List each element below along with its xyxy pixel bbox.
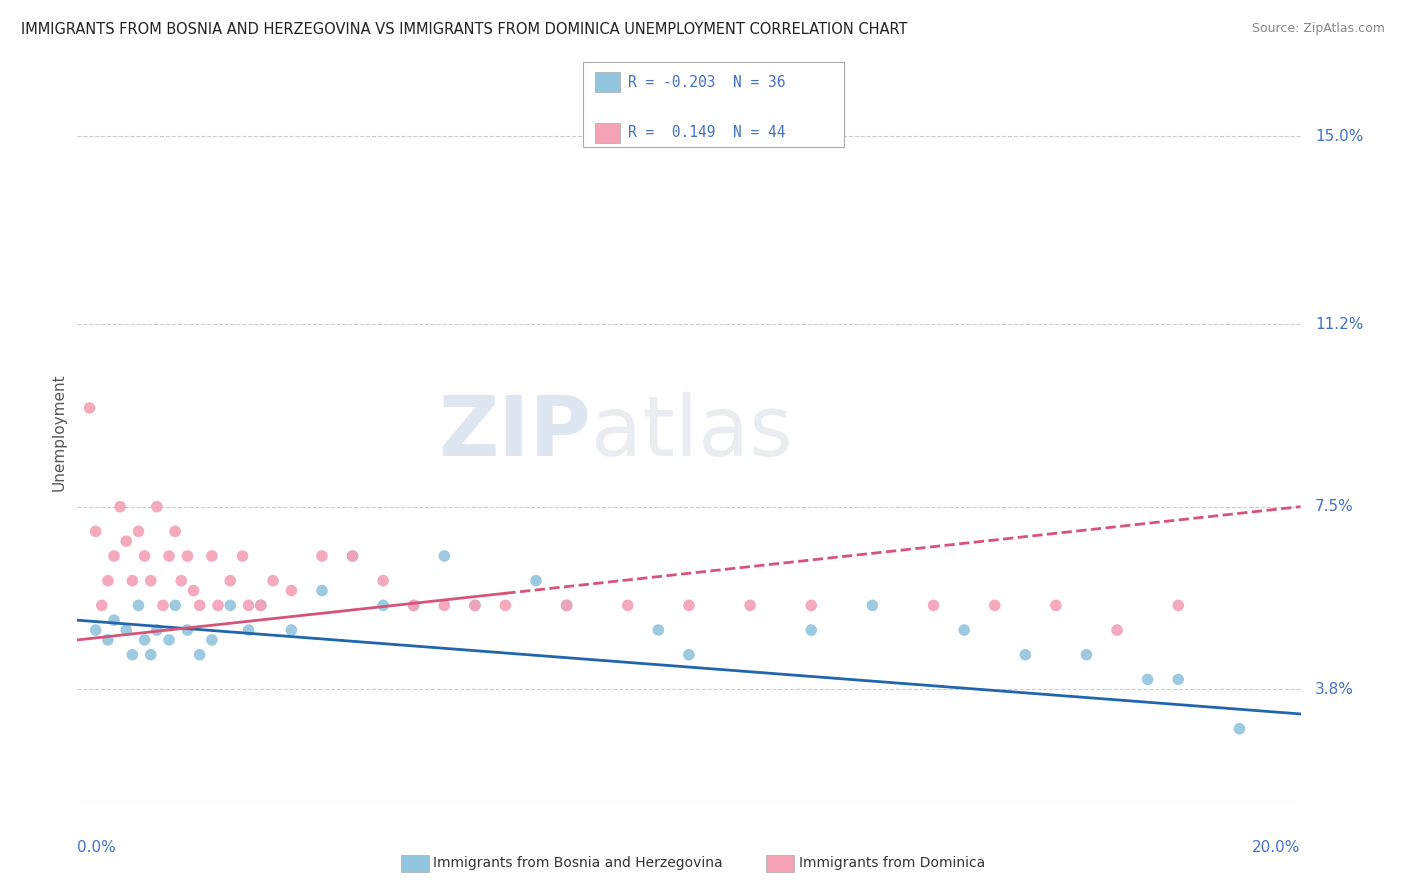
Point xyxy=(165,524,187,539)
Point xyxy=(371,574,394,588)
Point xyxy=(262,574,284,588)
Text: R = -0.203  N = 36: R = -0.203 N = 36 xyxy=(628,75,786,89)
Point xyxy=(433,599,456,613)
Text: Immigrants from Bosnia and Herzegovina: Immigrants from Bosnia and Herzegovina xyxy=(433,856,723,871)
Point xyxy=(201,632,224,647)
Point xyxy=(250,599,273,613)
Point xyxy=(1076,648,1098,662)
Point xyxy=(1045,599,1067,613)
Point xyxy=(922,599,945,613)
Point xyxy=(280,583,302,598)
Point xyxy=(464,599,486,613)
Point xyxy=(84,623,107,637)
Point xyxy=(115,534,138,549)
Point xyxy=(678,648,700,662)
Text: 15.0%: 15.0% xyxy=(1315,129,1364,144)
Point xyxy=(342,549,364,563)
Point xyxy=(1167,599,1189,613)
Text: 20.0%: 20.0% xyxy=(1253,840,1301,855)
Point xyxy=(115,623,138,637)
Point xyxy=(371,599,394,613)
Text: ZIP: ZIP xyxy=(439,392,591,473)
Point xyxy=(524,574,547,588)
Point xyxy=(127,599,149,613)
Point xyxy=(280,623,302,637)
Point xyxy=(250,599,273,613)
Point xyxy=(231,549,253,563)
Point xyxy=(984,599,1007,613)
Point xyxy=(176,549,198,563)
Y-axis label: Unemployment: Unemployment xyxy=(51,374,66,491)
Point xyxy=(146,500,169,514)
Point xyxy=(134,549,156,563)
Point xyxy=(176,623,198,637)
Point xyxy=(90,599,112,613)
Text: IMMIGRANTS FROM BOSNIA AND HERZEGOVINA VS IMMIGRANTS FROM DOMINICA UNEMPLOYMENT : IMMIGRANTS FROM BOSNIA AND HERZEGOVINA V… xyxy=(21,22,908,37)
Point xyxy=(134,632,156,647)
Point xyxy=(139,648,162,662)
Point xyxy=(157,549,180,563)
Point xyxy=(238,623,260,637)
Point xyxy=(165,599,187,613)
Point xyxy=(121,574,143,588)
Point xyxy=(1167,673,1189,687)
Point xyxy=(1229,722,1251,736)
Point xyxy=(555,599,578,613)
Point xyxy=(238,599,260,613)
Point xyxy=(219,599,242,613)
Point xyxy=(311,549,333,563)
Point xyxy=(1107,623,1129,637)
Point xyxy=(183,583,205,598)
Point xyxy=(862,599,884,613)
Point xyxy=(103,549,125,563)
Point xyxy=(152,599,174,613)
Point xyxy=(188,599,211,613)
Point xyxy=(219,574,242,588)
Point xyxy=(464,599,486,613)
Text: Immigrants from Dominica: Immigrants from Dominica xyxy=(799,856,984,871)
Point xyxy=(311,583,333,598)
Point xyxy=(1136,673,1159,687)
Point xyxy=(402,599,425,613)
Point xyxy=(402,599,425,613)
Text: 3.8%: 3.8% xyxy=(1315,681,1354,697)
Point xyxy=(342,549,364,563)
Point xyxy=(79,401,101,415)
Point xyxy=(97,574,120,588)
Point xyxy=(121,648,143,662)
Point xyxy=(157,632,180,647)
Point xyxy=(146,623,169,637)
Point xyxy=(97,632,120,647)
Point xyxy=(740,599,762,613)
Text: R =  0.149  N = 44: R = 0.149 N = 44 xyxy=(628,126,786,140)
Point xyxy=(188,648,211,662)
Point xyxy=(1014,648,1036,662)
Text: Source: ZipAtlas.com: Source: ZipAtlas.com xyxy=(1251,22,1385,36)
Point xyxy=(617,599,640,613)
Point xyxy=(139,574,162,588)
Point xyxy=(103,613,125,627)
Point xyxy=(678,599,700,613)
Point xyxy=(433,549,456,563)
Point xyxy=(555,599,578,613)
Point xyxy=(495,599,517,613)
Point xyxy=(84,524,107,539)
Point xyxy=(953,623,976,637)
Point xyxy=(108,500,131,514)
Text: 11.2%: 11.2% xyxy=(1315,317,1364,332)
Point xyxy=(800,599,823,613)
Text: atlas: atlas xyxy=(591,392,793,473)
Point xyxy=(647,623,669,637)
Text: 7.5%: 7.5% xyxy=(1315,500,1354,514)
Text: 0.0%: 0.0% xyxy=(77,840,117,855)
Point xyxy=(800,623,823,637)
Point xyxy=(207,599,229,613)
Point xyxy=(201,549,224,563)
Point xyxy=(170,574,193,588)
Point xyxy=(127,524,149,539)
